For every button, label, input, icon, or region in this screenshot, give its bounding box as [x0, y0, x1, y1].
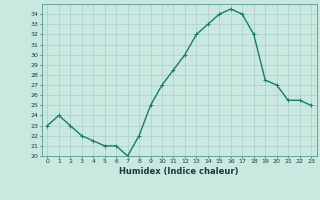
- X-axis label: Humidex (Indice chaleur): Humidex (Indice chaleur): [119, 167, 239, 176]
